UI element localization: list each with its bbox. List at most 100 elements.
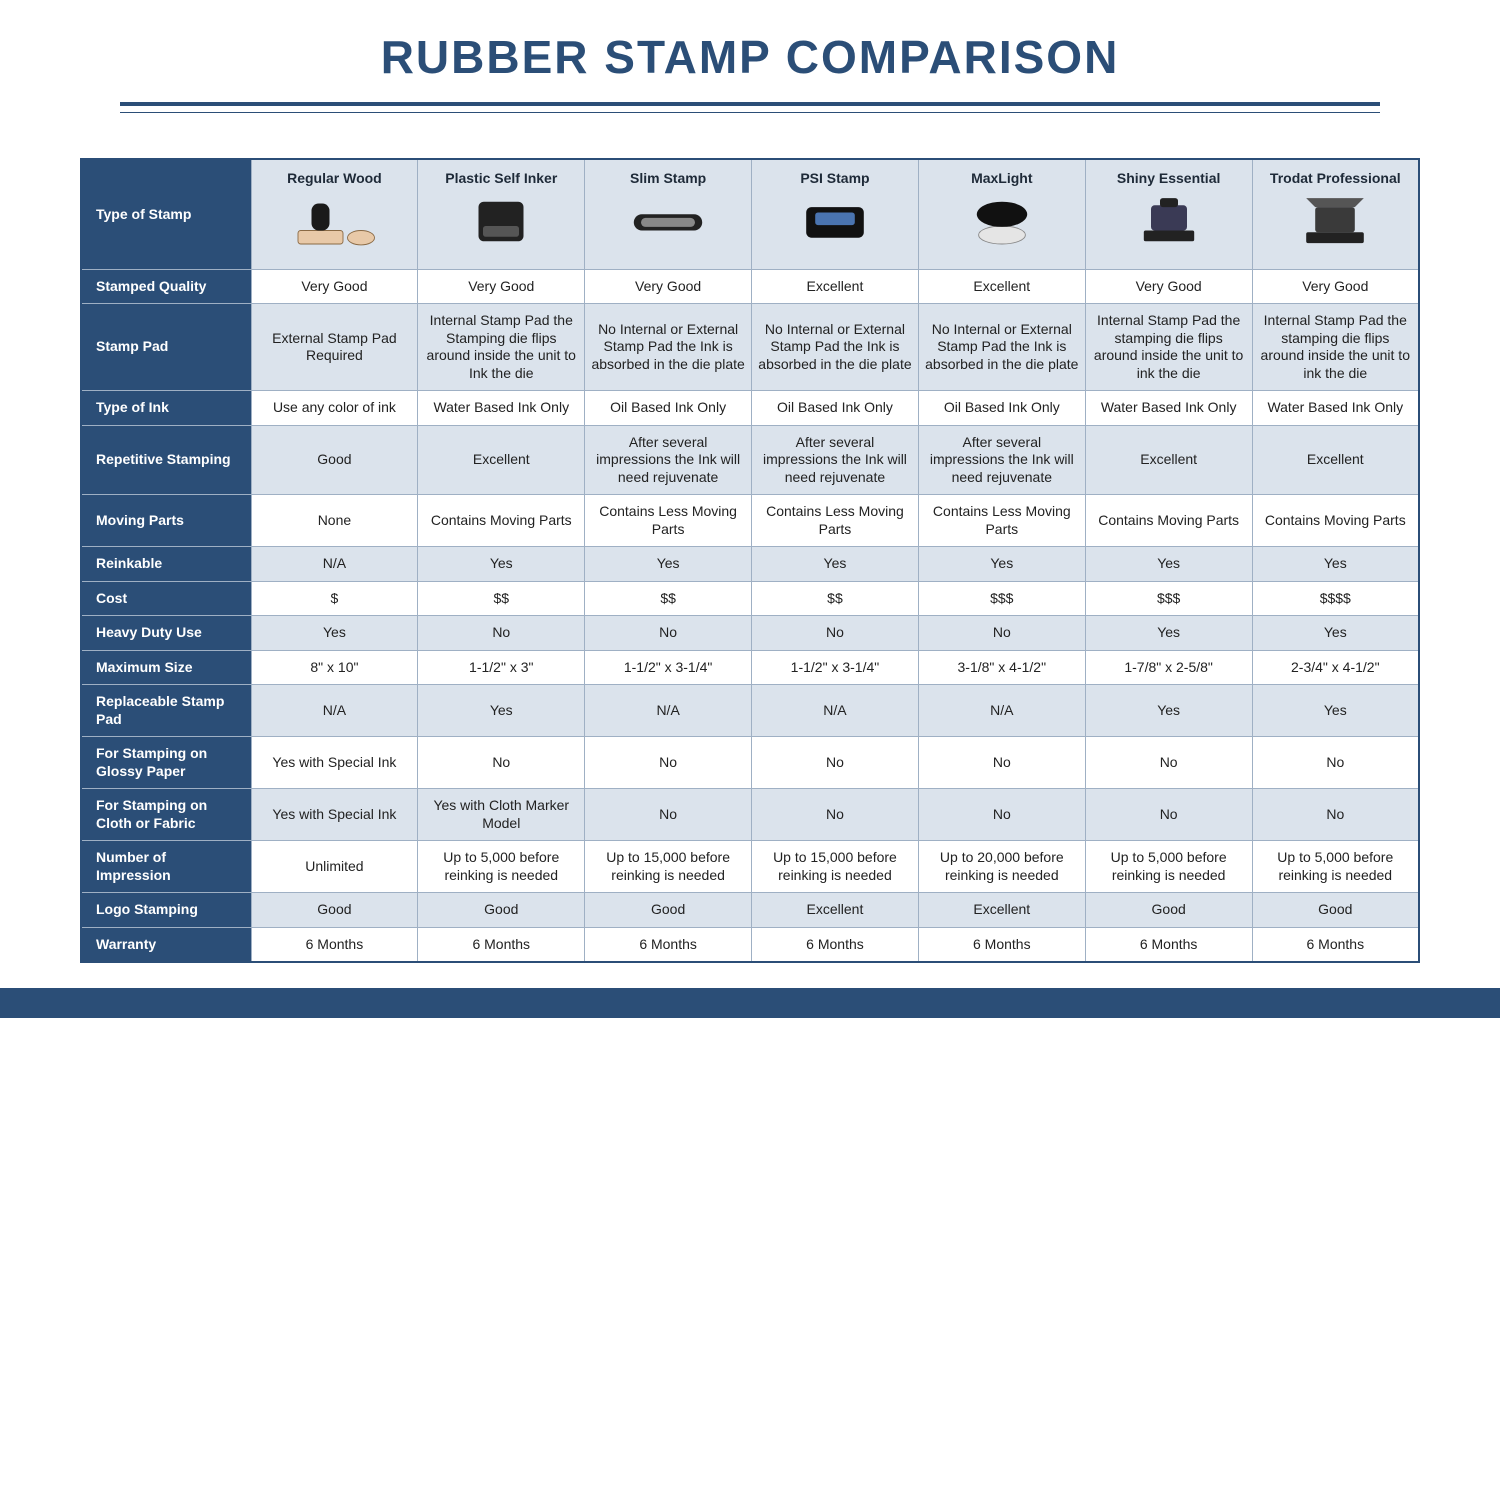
- table-cell: Yes: [1085, 547, 1252, 582]
- column-label: PSI Stamp: [758, 170, 912, 188]
- table-cell: $$$: [918, 581, 1085, 616]
- row-header: Reinkable: [81, 547, 251, 582]
- column-header: PSI Stamp: [752, 159, 919, 269]
- table-cell: No: [752, 616, 919, 651]
- table-cell: Yes: [1252, 616, 1419, 651]
- table-cell: Very Good: [251, 269, 418, 304]
- table-cell: Very Good: [1085, 269, 1252, 304]
- table-cell: No: [752, 789, 919, 841]
- table-cell: 2-3/4" x 4-1/2": [1252, 650, 1419, 685]
- table-cell: Up to 5,000 before reinking is needed: [418, 841, 585, 893]
- table-cell: Good: [1252, 893, 1419, 928]
- table-cell: $$: [585, 581, 752, 616]
- table-cell: 6 Months: [585, 927, 752, 962]
- table-cell: Yes: [752, 547, 919, 582]
- table-body: Stamped QualityVery GoodVery GoodVery Go…: [81, 269, 1419, 962]
- wood-stamp-icon: [258, 194, 412, 249]
- table-row: For Stamping on Glossy PaperYes with Spe…: [81, 737, 1419, 789]
- table-row: Number of ImpressionUnlimitedUp to 5,000…: [81, 841, 1419, 893]
- table-cell: N/A: [251, 547, 418, 582]
- table-row: Moving PartsNoneContains Moving PartsCon…: [81, 495, 1419, 547]
- column-label: Slim Stamp: [591, 170, 745, 188]
- title-rule-thick: [120, 102, 1380, 106]
- column-header: MaxLight: [918, 159, 1085, 269]
- table-cell: $$: [418, 581, 585, 616]
- table-cell: Water Based Ink Only: [1085, 391, 1252, 426]
- table-cell: Internal Stamp Pad the stamping die flip…: [1085, 304, 1252, 391]
- column-label: MaxLight: [925, 170, 1079, 188]
- slim-stamp-icon: [591, 194, 745, 249]
- table-cell: Yes with Cloth Marker Model: [418, 789, 585, 841]
- table-cell: 1-1/2" x 3": [418, 650, 585, 685]
- table-cell: Excellent: [918, 269, 1085, 304]
- table-cell: Yes with Special Ink: [251, 789, 418, 841]
- table-cell: Contains Moving Parts: [418, 495, 585, 547]
- page-header: RUBBER STAMP COMPARISON: [0, 0, 1500, 128]
- table-cell: Internal Stamp Pad the stamping die flip…: [1252, 304, 1419, 391]
- table-cell: 6 Months: [418, 927, 585, 962]
- table-cell: N/A: [251, 685, 418, 737]
- title-rule-thin: [120, 112, 1380, 113]
- table-cell: No: [1252, 737, 1419, 789]
- table-cell: 6 Months: [1085, 927, 1252, 962]
- table-cell: Contains Moving Parts: [1252, 495, 1419, 547]
- table-cell: Yes: [585, 547, 752, 582]
- table-cell: Oil Based Ink Only: [752, 391, 919, 426]
- table-cell: No Internal or External Stamp Pad the In…: [752, 304, 919, 391]
- trodat-stamp-icon: [1259, 194, 1412, 249]
- table-cell: Good: [585, 893, 752, 928]
- page-title: RUBBER STAMP COMPARISON: [0, 30, 1500, 84]
- table-cell: Yes: [1252, 685, 1419, 737]
- table-cell: Excellent: [1252, 425, 1419, 495]
- table-cell: Oil Based Ink Only: [918, 391, 1085, 426]
- column-header: Plastic Self Inker: [418, 159, 585, 269]
- table-cell: Unlimited: [251, 841, 418, 893]
- psi-stamp-icon: [758, 194, 912, 249]
- table-cell: Up to 15,000 before reinking is needed: [585, 841, 752, 893]
- table-cell: N/A: [918, 685, 1085, 737]
- table-cell: None: [251, 495, 418, 547]
- table-row: Maximum Size8" x 10"1-1/2" x 3"1-1/2" x …: [81, 650, 1419, 685]
- row-header: For Stamping on Glossy Paper: [81, 737, 251, 789]
- row-header: For Stamping on Cloth or Fabric: [81, 789, 251, 841]
- table-cell: Good: [251, 425, 418, 495]
- table-cell: Very Good: [418, 269, 585, 304]
- table-cell: $$: [752, 581, 919, 616]
- table-cell: Excellent: [1085, 425, 1252, 495]
- table-cell: Good: [1085, 893, 1252, 928]
- table-cell: Internal Stamp Pad the Stamping die flip…: [418, 304, 585, 391]
- table-row: For Stamping on Cloth or FabricYes with …: [81, 789, 1419, 841]
- table-cell: No: [918, 789, 1085, 841]
- table-cell: No Internal or External Stamp Pad the In…: [918, 304, 1085, 391]
- table-cell: No: [418, 737, 585, 789]
- table-cell: 8" x 10": [251, 650, 418, 685]
- row-header: Stamped Quality: [81, 269, 251, 304]
- table-cell: Excellent: [418, 425, 585, 495]
- row-header: Cost: [81, 581, 251, 616]
- table-cell: Use any color of ink: [251, 391, 418, 426]
- table-cell: No: [918, 737, 1085, 789]
- table-cell: No: [418, 616, 585, 651]
- table-cell: Up to 5,000 before reinking is needed: [1252, 841, 1419, 893]
- table-cell: Yes: [1252, 547, 1419, 582]
- table-cell: $: [251, 581, 418, 616]
- shiny-stamp-icon: [1092, 194, 1246, 249]
- footer-band: [0, 988, 1500, 1018]
- table-cell: Water Based Ink Only: [418, 391, 585, 426]
- table-cell: Yes: [251, 616, 418, 651]
- table-cell: No: [1252, 789, 1419, 841]
- table-cell: No: [1085, 737, 1252, 789]
- table-row: Warranty6 Months6 Months6 Months6 Months…: [81, 927, 1419, 962]
- table-cell: Yes: [1085, 685, 1252, 737]
- table-row: Cost$$$$$$$$$$$$$$$$$: [81, 581, 1419, 616]
- table-cell: Contains Less Moving Parts: [585, 495, 752, 547]
- table-cell: Good: [251, 893, 418, 928]
- table-cell: Yes: [918, 547, 1085, 582]
- table-cell: No: [918, 616, 1085, 651]
- table-cell: 1-7/8" x 2-5/8": [1085, 650, 1252, 685]
- table-cell: Contains Less Moving Parts: [918, 495, 1085, 547]
- table-cell: Very Good: [1252, 269, 1419, 304]
- table-row: Logo StampingGoodGoodGoodExcellentExcell…: [81, 893, 1419, 928]
- table-row: Repetitive StampingGoodExcellentAfter se…: [81, 425, 1419, 495]
- table-cell: Good: [418, 893, 585, 928]
